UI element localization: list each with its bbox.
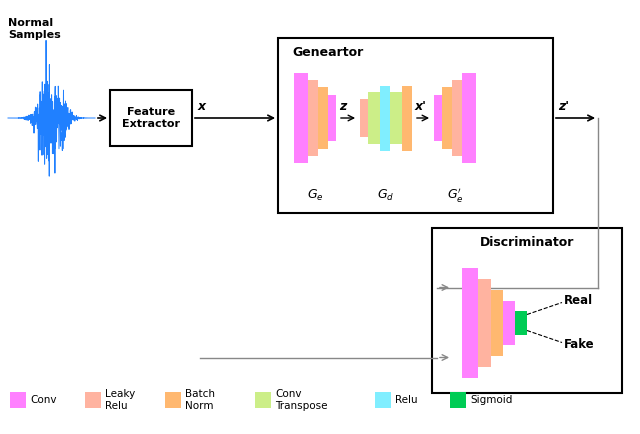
Bar	[255, 392, 271, 408]
Bar	[368, 92, 380, 144]
Text: Sigmoid: Sigmoid	[470, 395, 513, 405]
Text: $G_d$: $G_d$	[378, 187, 395, 203]
Bar	[478, 279, 491, 366]
Bar	[402, 85, 412, 151]
Bar	[515, 310, 527, 335]
Bar	[328, 95, 336, 141]
Bar	[434, 95, 442, 141]
Bar	[375, 392, 391, 408]
Bar	[462, 73, 476, 163]
Text: x': x'	[415, 100, 427, 113]
Text: z: z	[339, 100, 346, 113]
Text: Geneartor: Geneartor	[292, 46, 364, 59]
Text: Batch
Norm: Batch Norm	[185, 389, 215, 411]
Bar	[308, 80, 318, 156]
Text: Conv
Transpose: Conv Transpose	[275, 389, 328, 411]
Bar	[380, 85, 390, 151]
Bar	[442, 87, 452, 149]
Text: x: x	[198, 100, 206, 113]
Bar	[503, 300, 515, 345]
Bar	[318, 87, 328, 149]
Bar	[432, 228, 622, 393]
Text: Real: Real	[564, 294, 593, 307]
Bar	[360, 99, 368, 137]
Text: Discriminator: Discriminator	[480, 236, 574, 249]
Text: $G_e'$: $G_e'$	[447, 186, 463, 204]
Bar	[85, 392, 101, 408]
Bar	[450, 392, 466, 408]
Text: z': z'	[558, 100, 569, 113]
Text: Relu: Relu	[395, 395, 418, 405]
Bar	[294, 73, 308, 163]
Bar	[452, 80, 462, 156]
Bar	[462, 267, 478, 378]
Bar	[491, 289, 503, 355]
Bar	[165, 392, 181, 408]
Bar	[10, 392, 26, 408]
Text: Conv: Conv	[30, 395, 56, 405]
Bar	[390, 92, 402, 144]
Bar	[278, 38, 553, 213]
Bar	[110, 90, 192, 146]
Text: Leaky
Relu: Leaky Relu	[105, 389, 135, 411]
Text: Feature
Extractor: Feature Extractor	[122, 107, 180, 129]
Text: Fake: Fake	[564, 338, 595, 351]
Text: Normal
Samples: Normal Samples	[8, 18, 61, 39]
Text: $G_e$: $G_e$	[307, 187, 323, 203]
